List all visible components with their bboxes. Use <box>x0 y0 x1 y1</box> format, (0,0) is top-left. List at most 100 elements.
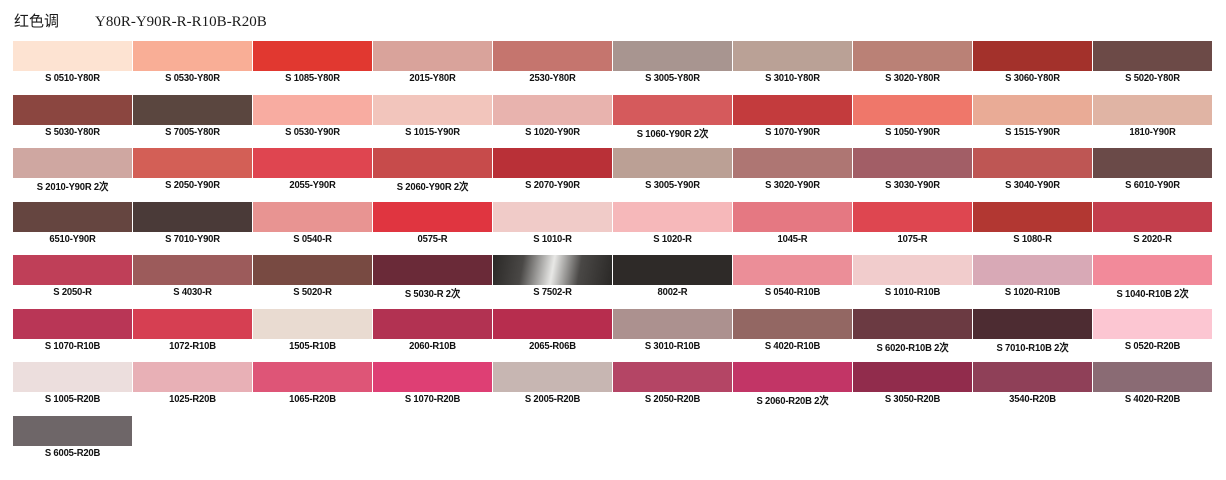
color-swatch: 2065-R06B <box>493 308 612 363</box>
swatch-color-block <box>13 94 132 125</box>
color-swatch: S 5030-R 2次 <box>373 255 492 309</box>
color-swatch: S 3010-R10B <box>613 308 732 363</box>
swatch-code-label: 2055-Y90R <box>289 179 336 191</box>
swatch-code-label: S 3020-Y90R <box>765 179 820 191</box>
swatch-code-label: S 3010-Y80R <box>765 72 820 84</box>
swatch-color-block <box>13 148 132 178</box>
color-swatch: S 1010-R <box>493 201 612 256</box>
swatch-color-block <box>13 362 132 392</box>
swatch-code-label: S 6005-R20B <box>44 446 101 459</box>
swatch-code-label: 1075-R <box>897 232 928 245</box>
color-swatch: 1072-R10B <box>133 308 252 363</box>
swatch-color-block <box>973 41 1092 71</box>
swatch-color-block <box>853 362 972 392</box>
color-swatch: 1045-R <box>733 201 852 256</box>
swatch-code-label: S 4030-R <box>173 286 212 298</box>
swatch-color-block <box>733 308 852 339</box>
color-swatch: S 1015-Y90R <box>373 94 492 149</box>
swatch-color-block <box>973 362 1092 392</box>
swatch-code-label: S 2050-R <box>53 286 92 298</box>
swatch-color-block <box>613 94 732 125</box>
color-swatch: 6510-Y90R <box>13 201 132 256</box>
color-swatch: S 1010-R10B <box>853 255 972 309</box>
swatch-color-block <box>373 94 492 125</box>
swatch-color-block <box>853 41 972 71</box>
color-swatch: S 2060-R20B 2次 <box>733 362 852 416</box>
title-series-range: Y80R-Y90R-R-R10B-R20B <box>95 14 267 30</box>
swatch-code-label: S 1060-Y90R 2次 <box>636 127 709 140</box>
swatch-code-label: S 4020-R10B <box>764 339 821 352</box>
swatch-color-block <box>493 201 612 232</box>
color-swatch: S 3010-Y80R <box>733 41 852 95</box>
swatch-code-label: S 2050-R20B <box>644 393 701 405</box>
swatch-color-block <box>733 148 852 178</box>
color-swatch: 1075-R <box>853 201 972 256</box>
swatch-code-label: S 2020-R <box>1133 232 1172 245</box>
swatch-code-label: S 1010-R10B <box>884 286 941 298</box>
swatch-color-block <box>1093 201 1212 232</box>
color-swatch: S 1020-R <box>613 201 732 256</box>
swatch-code-label: S 0510-Y80R <box>45 72 100 84</box>
swatch-code-label: 1810-Y90R <box>1129 125 1176 138</box>
swatch-code-label: S 5020-R <box>293 286 332 298</box>
swatch-color-block <box>493 362 612 392</box>
color-swatch: 3540-R20B <box>973 362 1092 416</box>
color-swatch: S 3030-Y90R <box>853 148 972 202</box>
swatch-color-block <box>1093 94 1212 125</box>
swatch-color-block <box>733 255 852 285</box>
swatch-code-label: 0575-R <box>417 232 448 245</box>
swatch-code-label: S 1015-Y90R <box>405 125 460 138</box>
swatch-code-label: 2530-Y80R <box>529 72 576 84</box>
swatch-color-block <box>613 41 732 71</box>
color-swatch: S 4020-R20B <box>1093 362 1212 416</box>
swatch-color-block <box>253 255 372 285</box>
color-swatch: S 1040-R10B 2次 <box>1093 255 1212 309</box>
swatch-code-label: S 7010-Y90R <box>165 232 220 245</box>
swatch-color-block <box>733 201 852 232</box>
swatch-code-label: S 3020-Y80R <box>885 72 940 84</box>
swatch-code-label: 1065-R20B <box>289 393 336 405</box>
swatch-color-block <box>1093 41 1212 71</box>
color-swatch: 0575-R <box>373 201 492 256</box>
swatch-color-block <box>493 148 612 178</box>
color-swatch: S 1050-Y90R <box>853 94 972 149</box>
swatch-color-block <box>973 201 1092 232</box>
color-swatch: S 7005-Y80R <box>133 94 252 149</box>
swatch-code-label: S 1070-Y90R <box>765 125 820 138</box>
swatch-color-block <box>373 148 492 178</box>
swatch-code-label: S 1515-Y90R <box>1005 125 1060 138</box>
color-swatch: S 7010-R10B 2次 <box>973 308 1092 363</box>
color-swatch: S 2060-Y90R 2次 <box>373 148 492 202</box>
swatch-color-block <box>853 94 972 125</box>
swatch-color-block <box>613 255 732 285</box>
color-swatch: S 0530-Y90R <box>253 94 372 149</box>
swatch-code-label: S 1040-R10B 2次 <box>1116 288 1189 300</box>
color-swatch: 2530-Y80R <box>493 41 612 95</box>
color-swatch: S 5020-Y80R <box>1093 41 1212 95</box>
color-swatch: 2055-Y90R <box>253 148 372 202</box>
color-swatch: S 7502-R <box>493 255 612 309</box>
color-swatch: 8002-R <box>613 255 732 309</box>
color-swatch: 2015-Y80R <box>373 41 492 95</box>
color-swatch: S 3020-Y80R <box>853 41 972 95</box>
color-swatch: 1810-Y90R <box>1093 94 1212 149</box>
color-swatch: S 3040-Y90R <box>973 148 1092 202</box>
swatch-code-label: S 1010-R <box>533 232 572 245</box>
swatch-color-block <box>133 94 252 125</box>
swatch-code-label: S 1070-R10B <box>44 339 101 352</box>
swatch-color-block <box>13 308 132 339</box>
color-swatch-grid: S 0510-Y80R S 0530-Y80R S 1085-Y80R 2015-Y8… <box>13 41 1212 469</box>
swatch-code-label: S 0540-R10B <box>764 286 821 298</box>
swatch-color-block <box>13 41 132 71</box>
swatch-color-block <box>133 255 252 285</box>
swatch-code-label: S 0530-Y80R <box>165 72 220 84</box>
swatch-code-label: S 2050-Y90R <box>165 179 220 191</box>
swatch-code-label: 2060-R10B <box>409 339 456 352</box>
color-swatch: S 0540-R10B <box>733 255 852 309</box>
swatch-code-label: 3540-R20B <box>1009 393 1056 405</box>
swatch-color-block <box>1093 148 1212 178</box>
swatch-code-label: S 2010-Y90R 2次 <box>36 181 109 193</box>
swatch-color-block <box>133 308 252 339</box>
swatch-color-block <box>373 41 492 71</box>
swatch-color-block <box>133 41 252 71</box>
